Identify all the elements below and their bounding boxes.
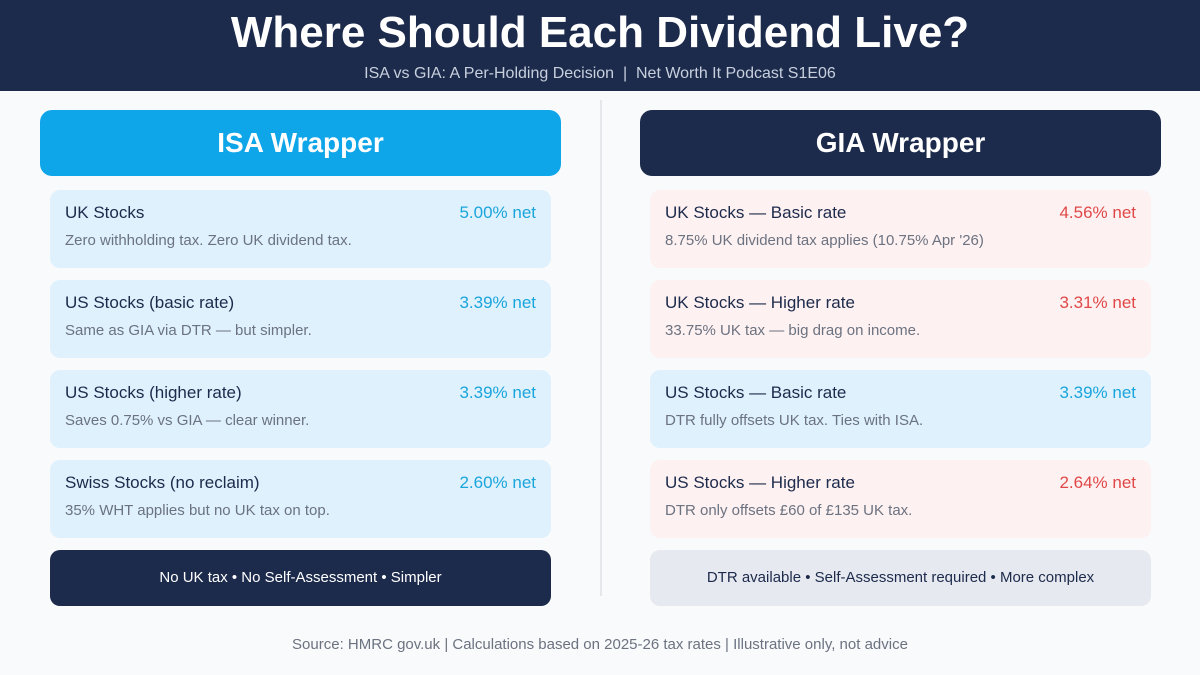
card-title: US Stocks — Basic rate: [665, 383, 847, 402]
card-description: 33.75% UK tax — big drag on income.: [665, 322, 921, 339]
isa-card-us-higher: US Stocks (higher rate) 3.39% net Saves …: [50, 370, 551, 448]
gia-card-us-higher: US Stocks — Higher rate 2.64% net DTR on…: [650, 460, 1151, 538]
card-net-yield: 3.39% net: [1059, 383, 1136, 402]
source-footer: Source: HMRC gov.uk | Calculations based…: [292, 636, 908, 653]
card-description: 8.75% UK dividend tax applies (10.75% Ap…: [665, 232, 984, 249]
card-net-yield: 3.39% net: [459, 383, 536, 402]
gia-heading: GIA Wrapper: [640, 110, 1161, 176]
gia-summary: DTR available • Self-Assessment required…: [650, 550, 1151, 606]
card-description: Zero withholding tax. Zero UK dividend t…: [65, 232, 352, 249]
isa-card-swiss: Swiss Stocks (no reclaim) 2.60% net 35% …: [50, 460, 551, 538]
card-description: Same as GIA via DTR — but simpler.: [65, 322, 312, 339]
card-title: Swiss Stocks (no reclaim): [65, 473, 260, 492]
card-title: UK Stocks — Basic rate: [665, 203, 847, 222]
page-title: Where Should Each Dividend Live?: [230, 8, 970, 57]
page-subtitle: ISA vs GIA: A Per-Holding Decision | Net…: [364, 65, 836, 82]
card-description: Saves 0.75% vs GIA — clear winner.: [65, 412, 310, 429]
card-description: DTR only offsets £60 of £135 UK tax.: [665, 502, 913, 519]
gia-card-us-basic: US Stocks — Basic rate 3.39% net DTR ful…: [650, 370, 1151, 448]
card-net-yield: 3.31% net: [1059, 293, 1136, 312]
card-net-yield: 4.56% net: [1059, 203, 1136, 222]
card-net-yield: 3.39% net: [459, 293, 536, 312]
card-net-yield: 5.00% net: [459, 203, 536, 222]
card-title: US Stocks (higher rate): [65, 383, 242, 402]
card-net-yield: 2.64% net: [1059, 473, 1136, 492]
card-description: 35% WHT applies but no UK tax on top.: [65, 502, 330, 519]
card-title: UK Stocks — Higher rate: [665, 293, 855, 312]
header-banner: Where Should Each Dividend Live? ISA vs …: [0, 0, 1200, 91]
gia-card-uk-higher: UK Stocks — Higher rate 3.31% net 33.75%…: [650, 280, 1151, 358]
card-net-yield: 2.60% net: [459, 473, 536, 492]
isa-summary: No UK tax • No Self-Assessment • Simpler: [50, 550, 551, 606]
isa-card-uk-stocks: UK Stocks 5.00% net Zero withholding tax…: [50, 190, 551, 268]
gia-column: GIA Wrapper UK Stocks — Basic rate 4.56%…: [640, 110, 1161, 606]
gia-card-uk-basic: UK Stocks — Basic rate 4.56% net 8.75% U…: [650, 190, 1151, 268]
isa-column: ISA Wrapper UK Stocks 5.00% net Zero wit…: [40, 110, 561, 606]
card-title: US Stocks (basic rate): [65, 293, 235, 312]
column-divider: [600, 100, 602, 596]
isa-card-us-basic: US Stocks (basic rate) 3.39% net Same as…: [50, 280, 551, 358]
card-description: DTR fully offsets UK tax. Ties with ISA.: [665, 412, 924, 429]
card-title: US Stocks — Higher rate: [665, 473, 855, 492]
isa-heading: ISA Wrapper: [40, 110, 561, 176]
card-title: UK Stocks: [65, 203, 145, 222]
